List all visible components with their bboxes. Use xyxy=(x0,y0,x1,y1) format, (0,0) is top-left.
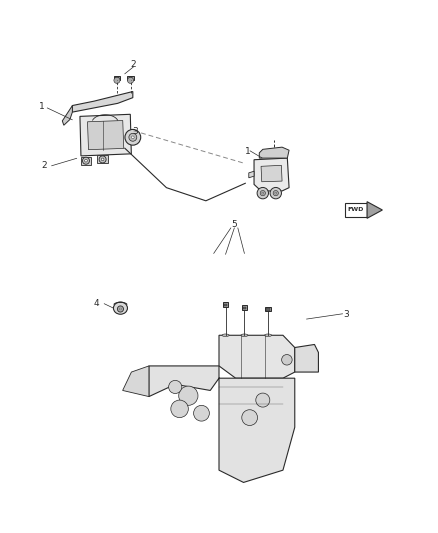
Ellipse shape xyxy=(113,302,127,314)
Text: 3: 3 xyxy=(132,127,138,136)
Text: 1: 1 xyxy=(39,102,45,111)
Circle shape xyxy=(120,308,121,310)
Circle shape xyxy=(270,188,282,199)
Circle shape xyxy=(129,133,137,141)
Circle shape xyxy=(194,405,209,421)
Text: 2: 2 xyxy=(131,60,136,69)
Polygon shape xyxy=(149,366,295,482)
Circle shape xyxy=(242,410,258,425)
Circle shape xyxy=(256,393,270,407)
Text: FWD: FWD xyxy=(347,207,364,213)
Polygon shape xyxy=(249,171,254,178)
Circle shape xyxy=(257,188,268,199)
Circle shape xyxy=(99,156,106,163)
Bar xyxy=(223,302,229,307)
Circle shape xyxy=(85,159,87,162)
Text: 1: 1 xyxy=(244,147,251,156)
Polygon shape xyxy=(254,158,289,191)
Bar xyxy=(266,308,270,311)
Bar xyxy=(242,305,247,310)
Ellipse shape xyxy=(265,334,272,336)
Text: 5: 5 xyxy=(231,220,237,229)
Text: 4: 4 xyxy=(94,299,99,308)
Circle shape xyxy=(101,158,104,161)
Polygon shape xyxy=(261,165,282,182)
Circle shape xyxy=(179,386,198,405)
Circle shape xyxy=(171,400,188,418)
Polygon shape xyxy=(123,366,149,397)
Bar xyxy=(224,303,227,306)
Polygon shape xyxy=(367,201,382,219)
Circle shape xyxy=(275,192,277,194)
Text: 2: 2 xyxy=(41,161,46,170)
Polygon shape xyxy=(62,106,72,125)
Circle shape xyxy=(125,130,141,145)
Circle shape xyxy=(282,354,292,365)
Polygon shape xyxy=(219,335,295,378)
Circle shape xyxy=(82,157,89,164)
Circle shape xyxy=(273,190,279,196)
Circle shape xyxy=(262,192,264,194)
Circle shape xyxy=(131,136,134,139)
Polygon shape xyxy=(72,92,133,112)
Polygon shape xyxy=(80,114,131,156)
Ellipse shape xyxy=(222,334,229,336)
Bar xyxy=(114,76,120,80)
Circle shape xyxy=(114,77,120,84)
Circle shape xyxy=(127,77,134,84)
Text: 3: 3 xyxy=(343,310,349,319)
Ellipse shape xyxy=(241,334,248,336)
Circle shape xyxy=(169,381,182,393)
Bar xyxy=(97,156,108,163)
Circle shape xyxy=(117,306,124,312)
Bar xyxy=(345,204,367,216)
Bar xyxy=(81,157,91,165)
Circle shape xyxy=(260,190,265,196)
Bar xyxy=(129,77,132,80)
Polygon shape xyxy=(259,147,289,158)
Polygon shape xyxy=(88,120,124,150)
Bar xyxy=(243,306,246,310)
Polygon shape xyxy=(295,344,318,372)
Bar xyxy=(115,77,119,80)
Bar xyxy=(265,307,271,311)
Bar xyxy=(127,76,134,80)
